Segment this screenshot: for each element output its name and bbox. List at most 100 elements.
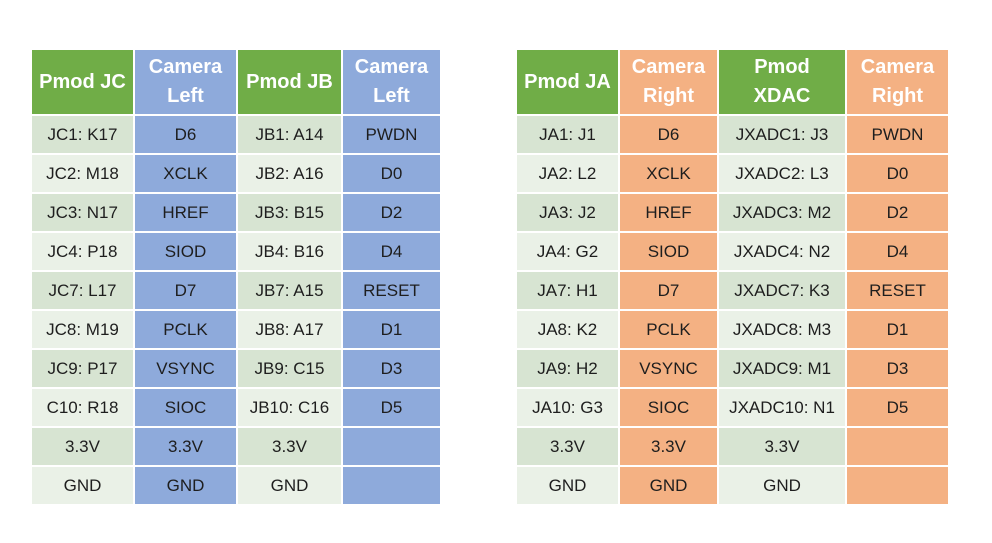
table-row: JC2: M18 XCLK JB2: A16 D0 <box>32 155 440 192</box>
camera-signal-cell: D4 <box>343 233 440 270</box>
pmod-pin-cell: JB10: C16 <box>238 389 341 426</box>
table-row: JC1: K17 D6 JB1: A14 PWDN <box>32 116 440 153</box>
table-row: GND GND GND <box>517 467 948 504</box>
camera-signal-cell <box>343 428 440 465</box>
right-pin-table: Pmod JA Camera Right Pmod XDAC Camera Right… <box>515 48 950 506</box>
table-row: GND GND GND <box>32 467 440 504</box>
pmod-pin-cell: JA1: J1 <box>517 116 618 153</box>
camera-signal-cell: D0 <box>847 155 948 192</box>
pmod-pin-cell: JC8: M19 <box>32 311 133 348</box>
camera-signal-cell: D3 <box>343 350 440 387</box>
camera-signal-cell: PCLK <box>620 311 717 348</box>
pmod-pin-cell: JC7: L17 <box>32 272 133 309</box>
camera-signal-cell: D7 <box>135 272 236 309</box>
camera-signal-cell <box>847 428 948 465</box>
camera-signal-cell: XCLK <box>135 155 236 192</box>
camera-signal-cell: SIOD <box>620 233 717 270</box>
camera-signal-cell: D7 <box>620 272 717 309</box>
pmod-pin-cell: JB7: A15 <box>238 272 341 309</box>
pmod-pin-cell: JA2: L2 <box>517 155 618 192</box>
table-row: C10: R18 SIOC JB10: C16 D5 <box>32 389 440 426</box>
pmod-pin-cell: 3.3V <box>32 428 133 465</box>
camera-signal-cell: D0 <box>343 155 440 192</box>
column-header-cam-right: Camera Right <box>620 50 717 114</box>
table-row: JC8: M19 PCLK JB8: A17 D1 <box>32 311 440 348</box>
table-row: 3.3V 3.3V 3.3V <box>517 428 948 465</box>
table-row: JC7: L17 D7 JB7: A15 RESET <box>32 272 440 309</box>
header-row: Pmod JA Camera Right Pmod XDAC Camera Right <box>517 50 948 114</box>
pmod-pin-cell: JXADC2: L3 <box>719 155 845 192</box>
pmod-pin-cell: JA10: G3 <box>517 389 618 426</box>
camera-signal-cell: PCLK <box>135 311 236 348</box>
pmod-pin-cell: GND <box>32 467 133 504</box>
camera-signal-cell: SIOC <box>620 389 717 426</box>
pmod-pin-cell: JB4: B16 <box>238 233 341 270</box>
camera-signal-cell: D5 <box>343 389 440 426</box>
camera-signal-cell: RESET <box>343 272 440 309</box>
camera-signal-cell: GND <box>135 467 236 504</box>
camera-signal-cell: D2 <box>343 194 440 231</box>
column-header-pmod: Pmod XDAC <box>719 50 845 114</box>
column-header-pmod: Pmod JC <box>32 50 133 114</box>
camera-signal-cell <box>343 467 440 504</box>
table-row: 3.3V 3.3V 3.3V <box>32 428 440 465</box>
camera-signal-cell: D5 <box>847 389 948 426</box>
column-header-cam-right: Camera Right <box>847 50 948 114</box>
pmod-pin-cell: JC9: P17 <box>32 350 133 387</box>
camera-signal-cell: PWDN <box>343 116 440 153</box>
table-row: JA7: H1 D7 JXADC7: K3 RESET <box>517 272 948 309</box>
table-row: JA4: G2 SIOD JXADC4: N2 D4 <box>517 233 948 270</box>
camera-signal-cell: D1 <box>847 311 948 348</box>
table-row: JA1: J1 D6 JXADC1: J3 PWDN <box>517 116 948 153</box>
pmod-pin-cell: C10: R18 <box>32 389 133 426</box>
pmod-pin-cell: JB2: A16 <box>238 155 341 192</box>
header-row: Pmod JC Camera Left Pmod JB Camera Left <box>32 50 440 114</box>
pmod-pin-cell: JXADC3: M2 <box>719 194 845 231</box>
pmod-pin-cell: JA8: K2 <box>517 311 618 348</box>
pmod-pin-cell: JB9: C15 <box>238 350 341 387</box>
table-row: JA2: L2 XCLK JXADC2: L3 D0 <box>517 155 948 192</box>
pmod-pin-cell: JC4: P18 <box>32 233 133 270</box>
column-header-pmod: Pmod JA <box>517 50 618 114</box>
camera-signal-cell: SIOC <box>135 389 236 426</box>
left-pin-table: Pmod JC Camera Left Pmod JB Camera Left JC1… <box>30 48 442 506</box>
table-row: JA3: J2 HREF JXADC3: M2 D2 <box>517 194 948 231</box>
camera-signal-cell: D2 <box>847 194 948 231</box>
pmod-pin-cell: JXADC7: K3 <box>719 272 845 309</box>
pmod-pin-cell: GND <box>238 467 341 504</box>
camera-signal-cell: XCLK <box>620 155 717 192</box>
pmod-pin-cell: JC3: N17 <box>32 194 133 231</box>
camera-signal-cell: 3.3V <box>135 428 236 465</box>
pmod-pin-cell: JA4: G2 <box>517 233 618 270</box>
camera-signal-cell: RESET <box>847 272 948 309</box>
camera-signal-cell: D4 <box>847 233 948 270</box>
pmod-pin-cell: JB1: A14 <box>238 116 341 153</box>
camera-signal-cell: D1 <box>343 311 440 348</box>
pmod-pin-cell: JB3: B15 <box>238 194 341 231</box>
camera-signal-cell: VSYNC <box>620 350 717 387</box>
pmod-pin-cell: GND <box>517 467 618 504</box>
pmod-pin-cell: 3.3V <box>238 428 341 465</box>
table-row: JA8: K2 PCLK JXADC8: M3 D1 <box>517 311 948 348</box>
camera-signal-cell: GND <box>620 467 717 504</box>
camera-signal-cell: D3 <box>847 350 948 387</box>
camera-signal-cell: PWDN <box>847 116 948 153</box>
pmod-pin-cell: JC2: M18 <box>32 155 133 192</box>
camera-signal-cell: SIOD <box>135 233 236 270</box>
pmod-pin-cell: 3.3V <box>719 428 845 465</box>
column-header-cam-left: Camera Left <box>135 50 236 114</box>
column-header-pmod: Pmod JB <box>238 50 341 114</box>
pmod-pin-cell: GND <box>719 467 845 504</box>
pmod-pin-cell: 3.3V <box>517 428 618 465</box>
table-row: JC4: P18 SIOD JB4: B16 D4 <box>32 233 440 270</box>
pmod-pin-cell: JXADC4: N2 <box>719 233 845 270</box>
column-header-cam-left: Camera Left <box>343 50 440 114</box>
pmod-pin-cell: JA9: H2 <box>517 350 618 387</box>
camera-signal-cell: D6 <box>135 116 236 153</box>
pmod-pin-cell: JC1: K17 <box>32 116 133 153</box>
pmod-pin-cell: JXADC8: M3 <box>719 311 845 348</box>
camera-signal-cell <box>847 467 948 504</box>
table-row: JA10: G3 SIOC JXADC10: N1 D5 <box>517 389 948 426</box>
pmod-pin-cell: JXADC9: M1 <box>719 350 845 387</box>
camera-signal-cell: HREF <box>135 194 236 231</box>
